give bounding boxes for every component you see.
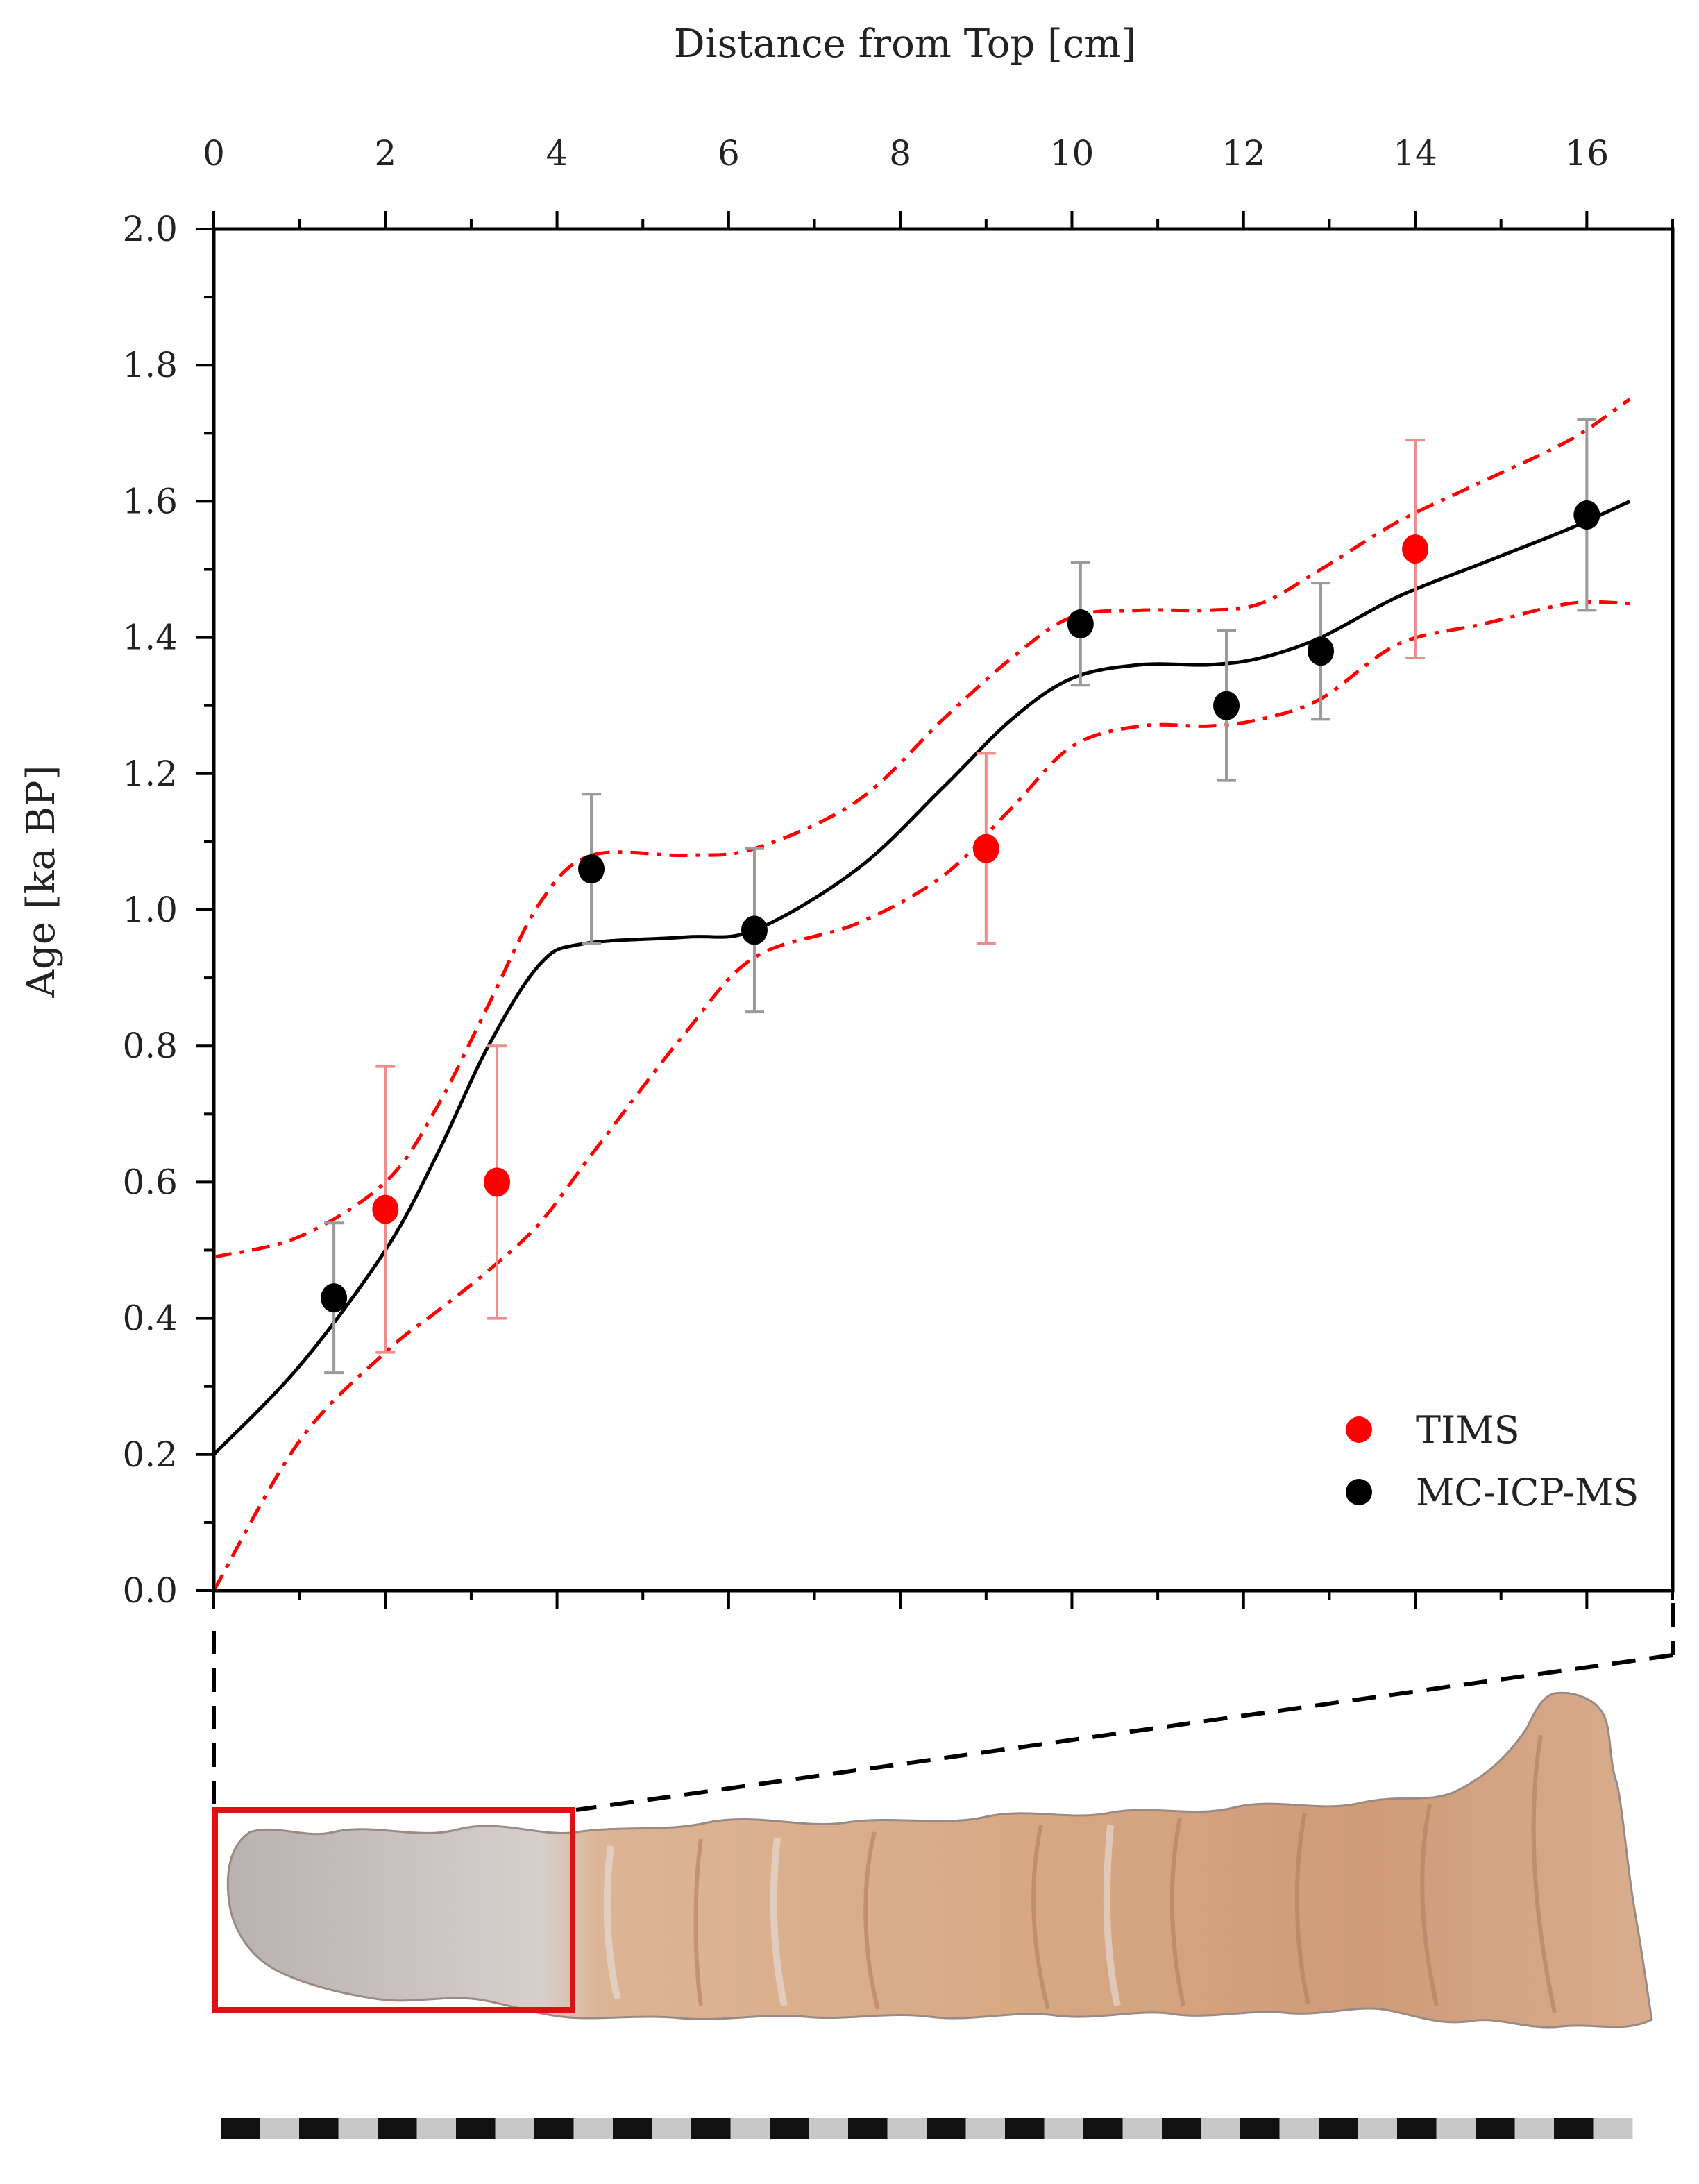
scale-bar-segment bbox=[1358, 2118, 1398, 2139]
x-axis-ticks: 0 2 4 6 8 10 12 14 16 bbox=[203, 133, 1674, 1609]
scale-bar-segment bbox=[1005, 2118, 1045, 2139]
x-tick-label: 14 bbox=[1393, 133, 1437, 173]
mc-icp-ms-point bbox=[321, 1283, 348, 1313]
x-tick-label: 0 bbox=[203, 133, 225, 173]
y-tick-label: 2.0 bbox=[122, 209, 178, 249]
tims-point bbox=[1402, 534, 1429, 564]
age-model-curves bbox=[215, 398, 1631, 1589]
legend: TIMS MC-ICP-MS bbox=[1346, 1408, 1639, 1514]
tims-point bbox=[484, 1167, 511, 1197]
x-axis-title: Distance from Top [cm] bbox=[674, 22, 1136, 67]
scale-bar-segment bbox=[927, 2118, 966, 2139]
scale-bar-segment bbox=[848, 2118, 888, 2139]
scale-bar-segment bbox=[1201, 2118, 1241, 2139]
scale-bar-segment bbox=[730, 2118, 770, 2139]
x-tick-label: 2 bbox=[374, 133, 396, 173]
mc-icp-ms-point bbox=[1067, 609, 1094, 638]
stalagmite-sample-image bbox=[226, 1691, 1653, 2029]
scale-bar-segment bbox=[456, 2118, 496, 2139]
confidence-upper-curve bbox=[215, 398, 1631, 1259]
mc-icp-ms-point bbox=[578, 854, 605, 884]
scale-bar-segment bbox=[770, 2118, 809, 2139]
x-tick-label: 10 bbox=[1050, 133, 1094, 173]
y-axis-ticks: 0.0 0.2 0.4 0.6 0.8 1.0 1.2 1.4 1.6 1.8 2.0 bbox=[122, 209, 214, 1611]
x-tick-label: 6 bbox=[718, 133, 740, 173]
mc-icp-ms-point bbox=[741, 915, 768, 945]
scale-bar-segment bbox=[1279, 2118, 1319, 2139]
tims-point bbox=[972, 833, 999, 863]
legend-tims-label: TIMS bbox=[1416, 1408, 1520, 1452]
scale-bar-segment bbox=[1240, 2118, 1280, 2139]
scale-bar-segment bbox=[299, 2118, 339, 2139]
legend-mc-icp-ms-label: MC-ICP-MS bbox=[1416, 1471, 1639, 1514]
zoom-connector-diagonal bbox=[575, 1653, 1673, 1812]
y-tick-label: 1.6 bbox=[122, 481, 178, 521]
scale-bar-segment bbox=[260, 2118, 300, 2139]
y-tick-label: 1.4 bbox=[122, 618, 178, 658]
stalagmite-slab bbox=[226, 1691, 1653, 2029]
scale-bar-segment bbox=[1319, 2118, 1358, 2139]
scale-bar-segment bbox=[534, 2118, 574, 2139]
mc-icp-ms-point bbox=[1308, 636, 1335, 666]
plot-frame bbox=[212, 227, 1675, 1593]
scale-bar-segment bbox=[1162, 2118, 1201, 2139]
legend-tims-marker bbox=[1346, 1416, 1372, 1443]
y-tick-label: 0.2 bbox=[122, 1434, 178, 1475]
x-tick-label: 8 bbox=[889, 133, 911, 173]
scale-bar-segment bbox=[1476, 2118, 1515, 2139]
scale-bar bbox=[221, 2118, 1633, 2139]
legend-mc-icp-ms-marker bbox=[1346, 1479, 1372, 1505]
white-bands bbox=[603, 1825, 1121, 2007]
y-tick-label: 0.8 bbox=[122, 1026, 178, 1066]
highlight-box bbox=[212, 1807, 575, 2013]
scale-bar-segment bbox=[221, 2118, 260, 2139]
y-axis-title: Age [ka BP] bbox=[19, 765, 64, 999]
data-points bbox=[321, 418, 1600, 1375]
y-tick-label: 1.8 bbox=[122, 345, 178, 385]
scale-bar-segment bbox=[416, 2118, 457, 2139]
growth-bands bbox=[693, 1734, 1557, 2013]
scale-bar-segment bbox=[1554, 2118, 1594, 2139]
mc-icp-ms-point bbox=[1213, 691, 1240, 720]
scale-bar-segment bbox=[809, 2118, 849, 2139]
mc-icp-ms-point bbox=[1573, 500, 1600, 530]
y-tick-label: 0.4 bbox=[122, 1298, 178, 1339]
scale-bar-segment bbox=[338, 2118, 378, 2139]
scale-bar-segment bbox=[652, 2118, 692, 2139]
y-tick-label: 0.6 bbox=[122, 1162, 178, 1202]
scale-bar-segment bbox=[1122, 2118, 1163, 2139]
y-tick-label: 1.2 bbox=[122, 754, 178, 794]
scale-bar-segment bbox=[1436, 2118, 1476, 2139]
scale-bar-segment bbox=[965, 2118, 1006, 2139]
scale-bar-segment bbox=[1397, 2118, 1437, 2139]
x-tick-label: 4 bbox=[546, 133, 568, 173]
scale-bar-segment bbox=[1514, 2118, 1555, 2139]
confidence-lower-curve bbox=[215, 600, 1630, 1589]
scale-bar-segment bbox=[613, 2118, 652, 2139]
scale-bar-segment bbox=[887, 2118, 927, 2139]
scale-bar-segment bbox=[378, 2118, 417, 2139]
scale-bar-segment bbox=[1593, 2118, 1633, 2139]
y-tick-label: 0.0 bbox=[122, 1571, 178, 1611]
scale-bar-segment bbox=[573, 2118, 614, 2139]
scale-bar-segment bbox=[1083, 2118, 1123, 2139]
scale-bar-segment bbox=[1044, 2118, 1084, 2139]
x-tick-label: 12 bbox=[1222, 133, 1266, 173]
x-tick-label: 16 bbox=[1565, 133, 1609, 173]
y-tick-label: 1.0 bbox=[122, 890, 178, 930]
scale-bar-segment bbox=[691, 2118, 731, 2139]
age-model-curve bbox=[215, 500, 1631, 1456]
scale-bar-segment bbox=[495, 2118, 535, 2139]
tims-point bbox=[372, 1194, 399, 1224]
